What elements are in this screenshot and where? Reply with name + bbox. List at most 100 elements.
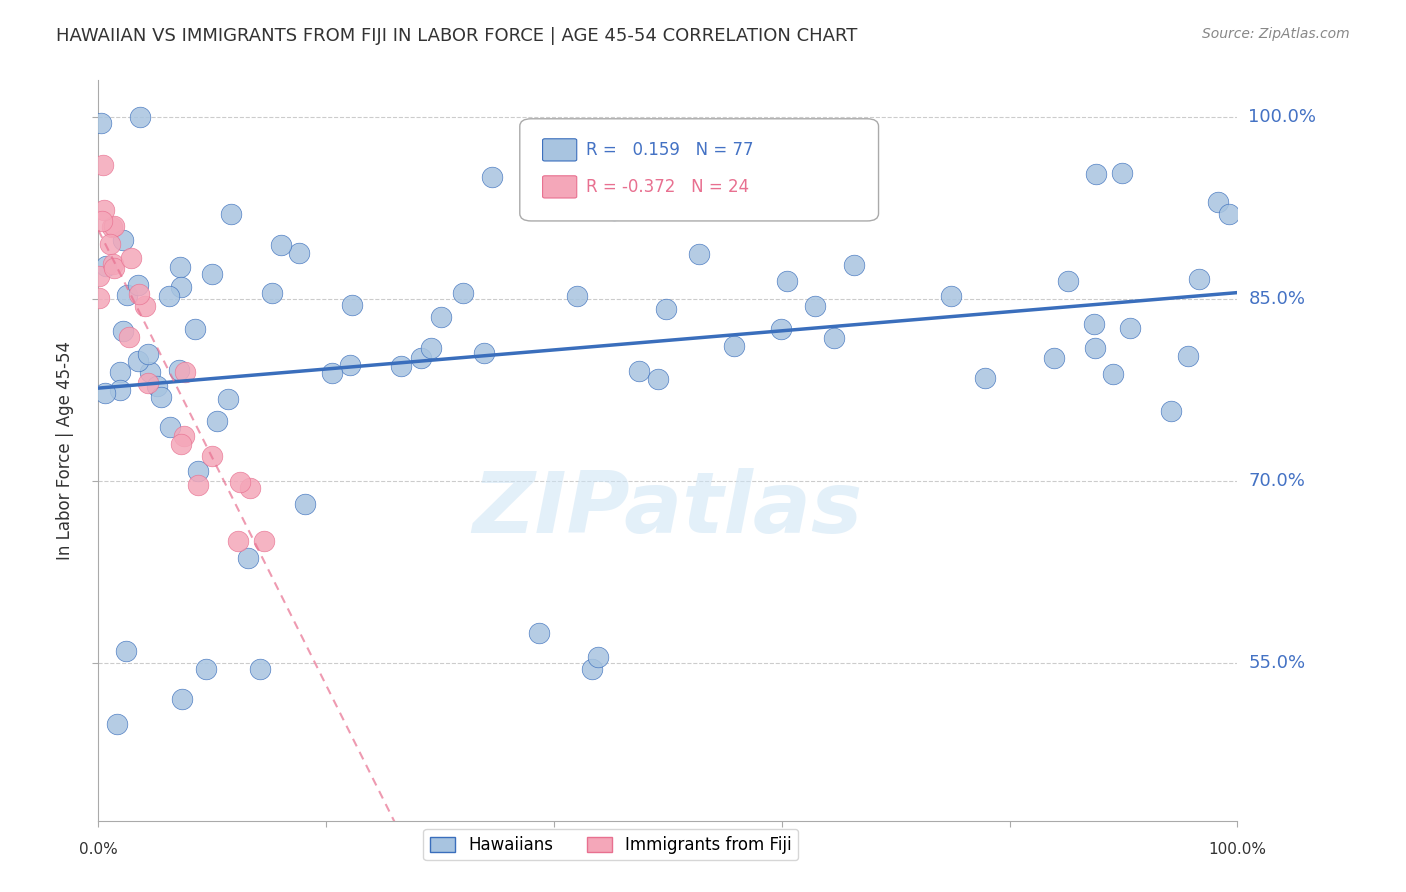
- Point: [103, 260, 125, 275]
- Point: [94, 385, 117, 400]
- Point: [723, 339, 745, 353]
- Point: [107, 716, 129, 731]
- Text: 85.0%: 85.0%: [1249, 290, 1305, 308]
- Point: [127, 278, 149, 293]
- Text: 100.0%: 100.0%: [1249, 108, 1316, 126]
- Text: 100.0%: 100.0%: [1208, 842, 1267, 857]
- Point: [93, 202, 115, 217]
- Point: [688, 247, 710, 261]
- Legend: Hawaiians, Immigrants from Fiji: Hawaiians, Immigrants from Fiji: [423, 829, 799, 861]
- Point: [339, 358, 361, 372]
- Point: [187, 478, 209, 492]
- Point: [1085, 167, 1108, 181]
- Point: [294, 497, 316, 511]
- Point: [472, 346, 495, 360]
- Point: [1160, 404, 1182, 418]
- Point: [527, 625, 550, 640]
- Point: [342, 298, 364, 312]
- FancyBboxPatch shape: [543, 176, 576, 198]
- Text: 55.0%: 55.0%: [1249, 654, 1306, 672]
- Point: [128, 286, 150, 301]
- Point: [229, 475, 252, 489]
- Point: [108, 383, 131, 397]
- Point: [174, 365, 197, 379]
- Point: [844, 258, 866, 272]
- Y-axis label: In Labor Force | Age 45-54: In Labor Force | Age 45-54: [56, 341, 75, 560]
- Point: [90, 116, 112, 130]
- Text: 0.0%: 0.0%: [79, 842, 118, 857]
- Point: [270, 238, 292, 252]
- Point: [173, 429, 195, 443]
- Point: [96, 259, 118, 273]
- Point: [129, 110, 152, 124]
- Point: [586, 649, 609, 664]
- FancyBboxPatch shape: [520, 119, 879, 221]
- Point: [118, 330, 141, 344]
- Point: [249, 662, 271, 676]
- Point: [136, 376, 159, 390]
- Point: [776, 274, 799, 288]
- Point: [114, 644, 136, 658]
- Point: [429, 310, 451, 324]
- Point: [1177, 350, 1199, 364]
- Point: [1056, 274, 1078, 288]
- Point: [260, 286, 283, 301]
- FancyBboxPatch shape: [543, 139, 576, 161]
- Point: [219, 207, 242, 221]
- Point: [138, 347, 160, 361]
- Point: [103, 219, 125, 234]
- Point: [149, 390, 172, 404]
- Point: [89, 291, 111, 305]
- Point: [253, 534, 276, 549]
- Point: [146, 379, 169, 393]
- Point: [655, 301, 678, 316]
- Point: [226, 534, 249, 549]
- Point: [134, 299, 156, 313]
- Point: [170, 692, 193, 706]
- Point: [112, 324, 135, 338]
- Point: [481, 170, 503, 185]
- Text: Source: ZipAtlas.com: Source: ZipAtlas.com: [1202, 27, 1350, 41]
- Point: [803, 299, 825, 313]
- Point: [194, 662, 217, 676]
- Point: [603, 203, 626, 218]
- Point: [288, 246, 311, 260]
- Point: [411, 351, 433, 366]
- Point: [98, 237, 121, 252]
- Text: R = -0.372   N = 24: R = -0.372 N = 24: [586, 178, 749, 196]
- Point: [823, 331, 845, 345]
- Point: [724, 195, 747, 210]
- Point: [419, 341, 441, 355]
- Point: [453, 285, 475, 300]
- Point: [112, 233, 135, 247]
- Text: ZIPatlas: ZIPatlas: [472, 468, 863, 551]
- Point: [127, 354, 149, 368]
- Point: [628, 364, 651, 378]
- Point: [581, 662, 603, 676]
- Point: [159, 419, 181, 434]
- Point: [1083, 317, 1105, 331]
- Point: [1218, 207, 1240, 221]
- Text: HAWAIIAN VS IMMIGRANTS FROM FIJI IN LABOR FORCE | AGE 45-54 CORRELATION CHART: HAWAIIAN VS IMMIGRANTS FROM FIJI IN LABO…: [56, 27, 858, 45]
- Point: [217, 392, 239, 406]
- Point: [101, 219, 124, 234]
- Point: [170, 437, 193, 451]
- Point: [108, 365, 131, 379]
- Point: [939, 289, 962, 303]
- Point: [321, 366, 343, 380]
- Point: [101, 257, 124, 271]
- Point: [974, 371, 997, 385]
- Point: [1084, 342, 1107, 356]
- Point: [169, 363, 191, 377]
- Point: [169, 280, 191, 294]
- Point: [1042, 351, 1064, 365]
- Point: [1188, 272, 1211, 286]
- Point: [1111, 166, 1133, 180]
- Point: [91, 214, 114, 228]
- Point: [200, 449, 222, 463]
- Point: [91, 158, 114, 172]
- Point: [1102, 368, 1125, 382]
- Point: [169, 260, 191, 274]
- Point: [157, 288, 180, 302]
- Point: [205, 414, 228, 428]
